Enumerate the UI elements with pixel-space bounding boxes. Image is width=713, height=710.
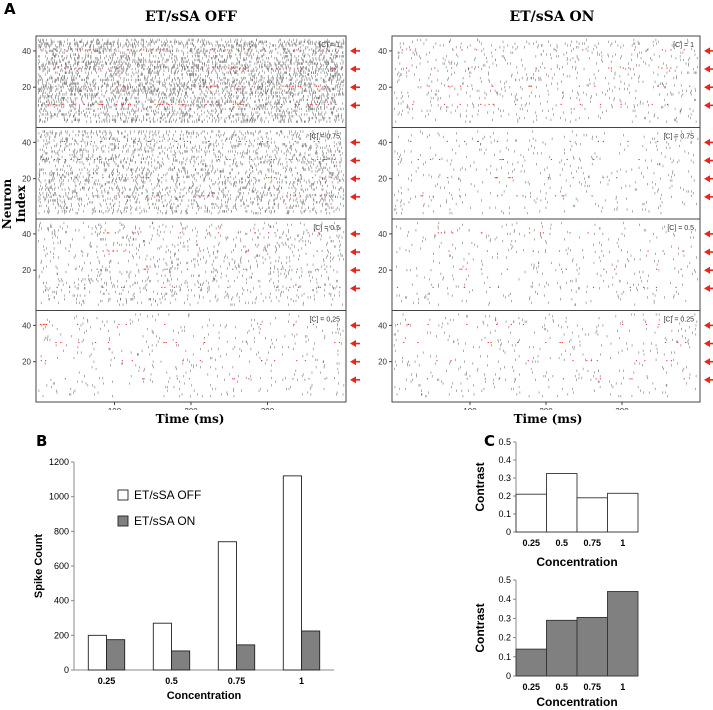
arrow-marker [350,65,356,73]
concentration-label: [C] = 1 [319,42,340,49]
arrow-marker [350,83,356,91]
concentration-label: [C] = 0.75 [309,134,340,141]
raster-title-off: ET/sSA OFF [144,9,237,25]
y-tick-label: 20 [22,83,31,92]
spike-group [37,130,345,215]
arrow-marker [350,47,356,55]
raster-panel-off: 40 20 [C] = 1 40 20 [C] = 0.75 40 20 [C] = 0.5 40… [0,30,360,410]
raster-frame [35,127,347,220]
panel-letter-c: C [484,432,496,450]
y-tick-label: 40 [22,47,31,56]
raster-title-on: ET/sSA ON [509,9,595,25]
panel-letter-b: B [36,432,48,450]
arrow-marker [350,101,356,109]
y-tick-label: 40 [22,138,31,147]
raster-row-off-1: 40 20 [C] = 1 [22,35,360,128]
raster-row-off-0.75: 40 20 [C] = 0.75 [22,127,360,220]
spike-group [37,38,345,123]
y-tick-label: 20 [22,175,31,184]
panel-letter-a: A [4,0,16,18]
